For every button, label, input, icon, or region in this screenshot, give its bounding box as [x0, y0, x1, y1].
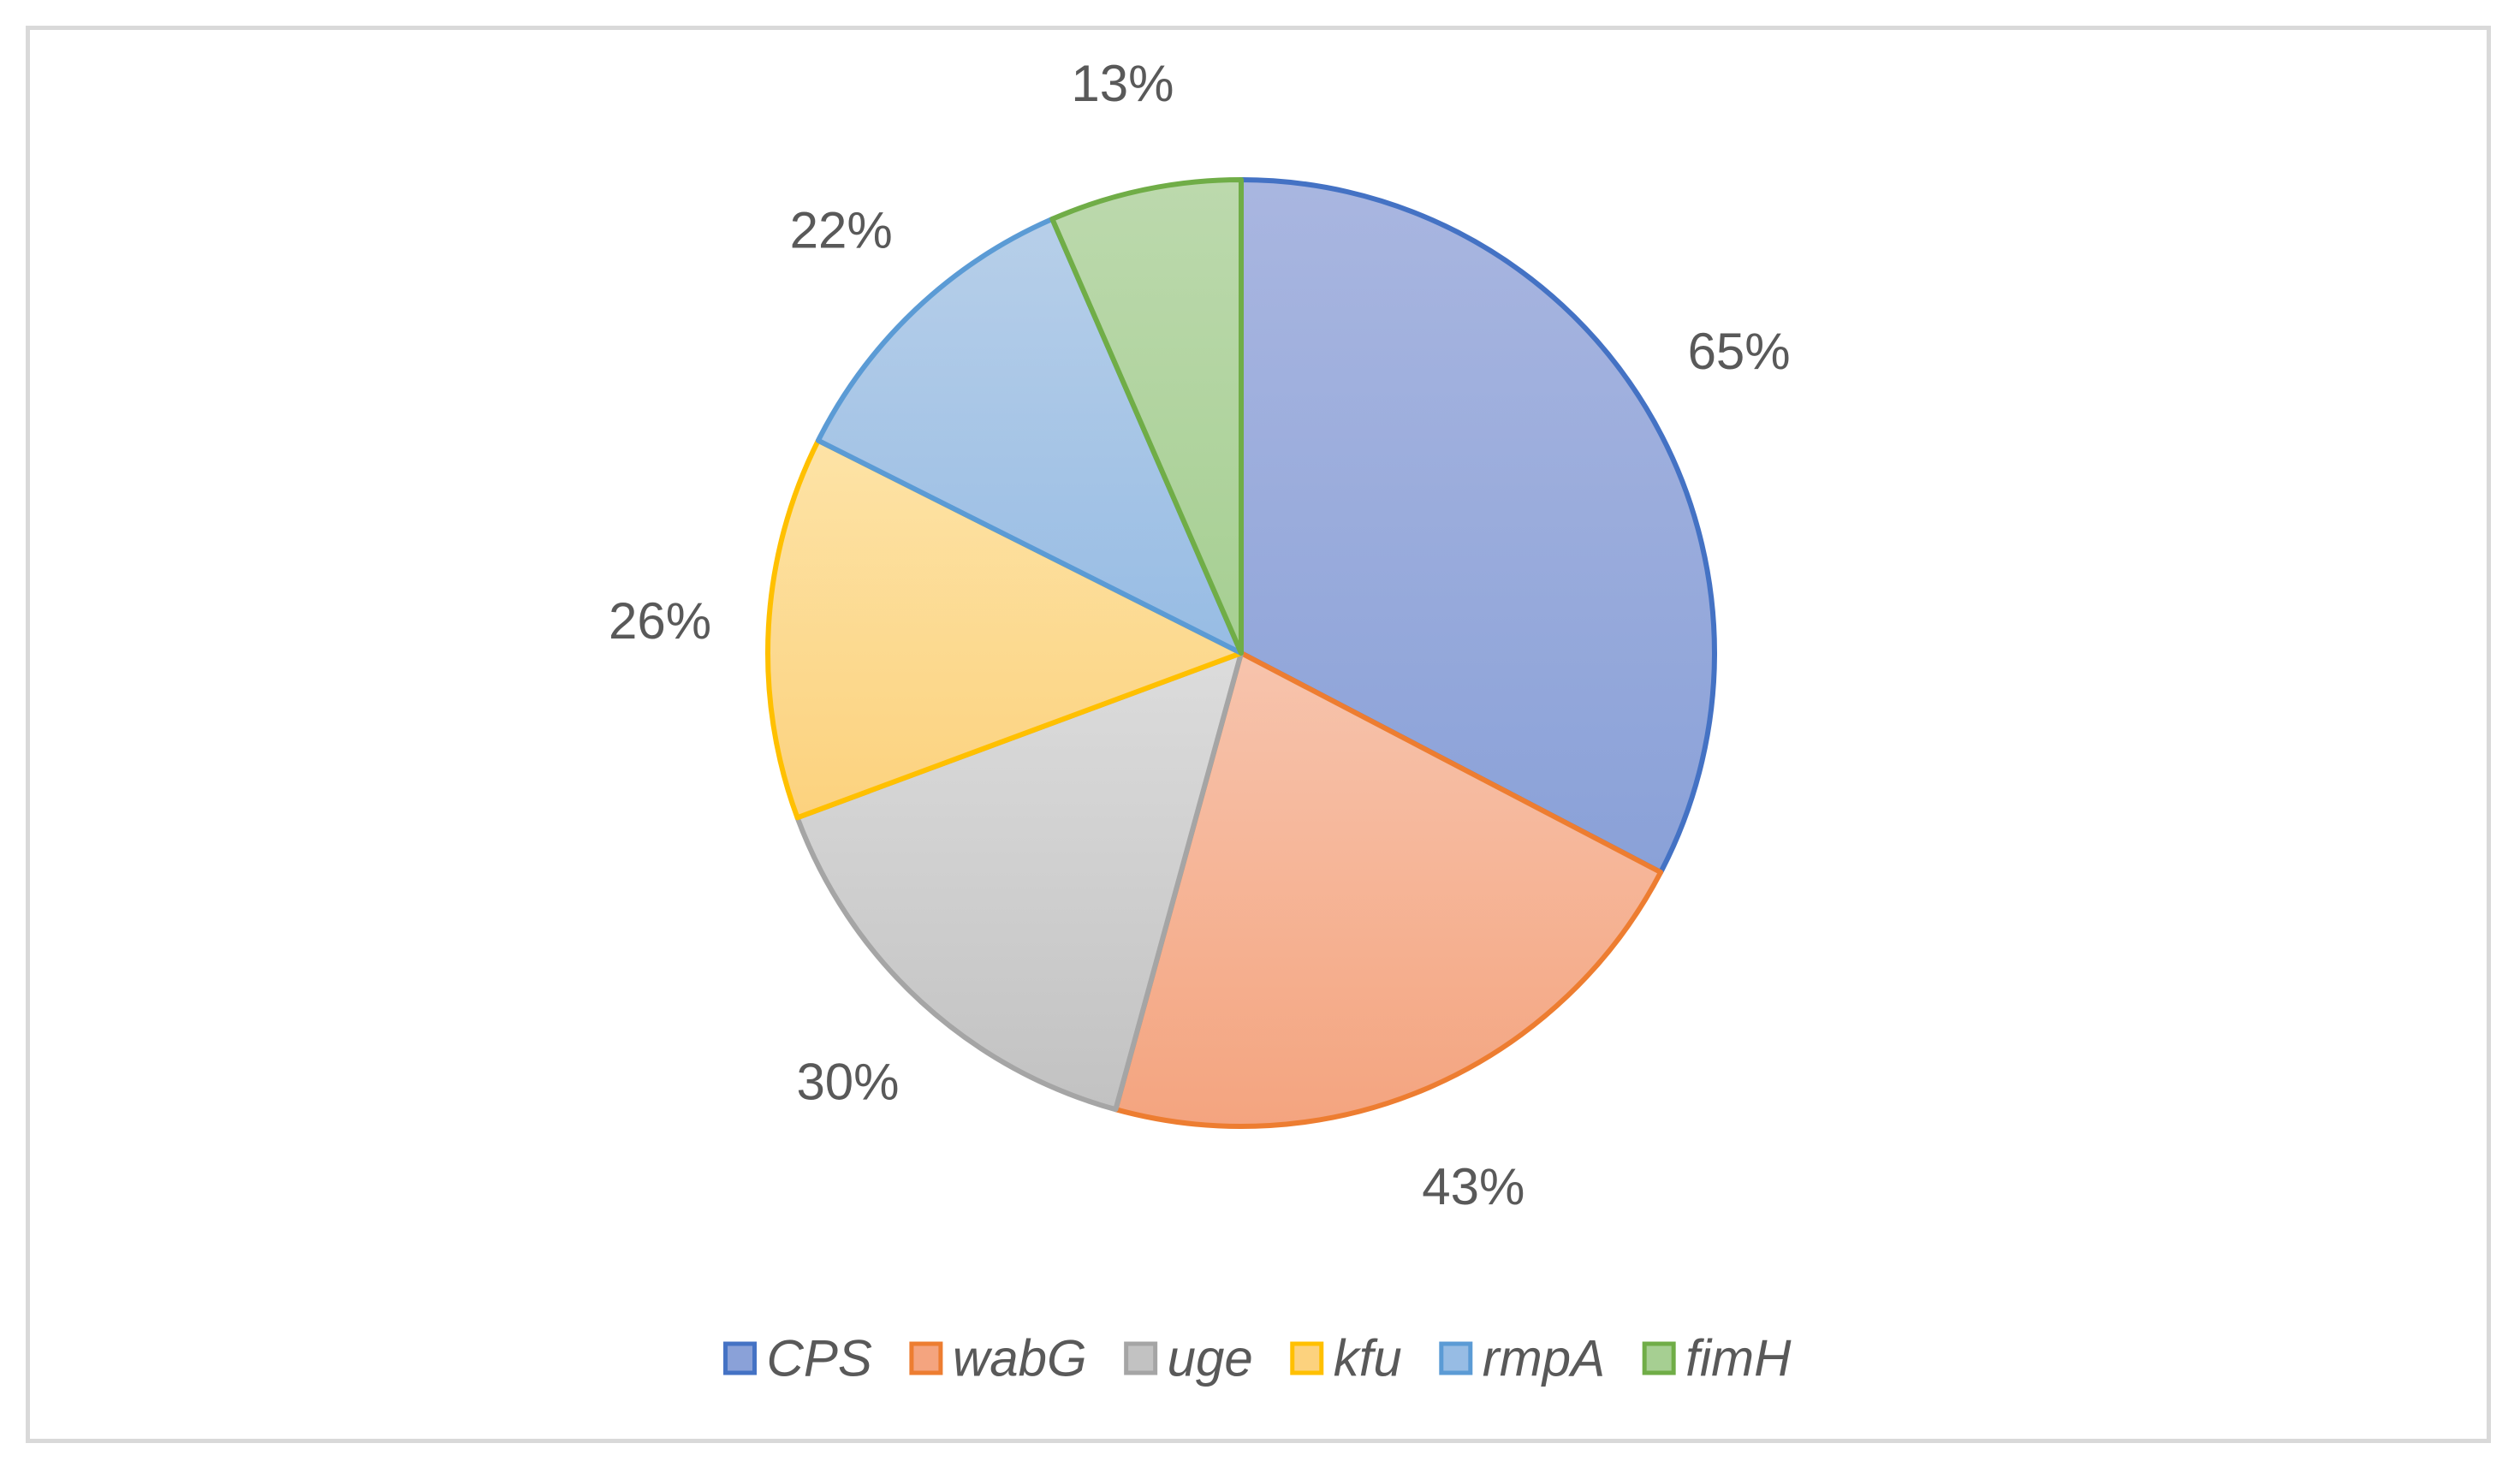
legend-item-uge: uge — [1124, 1330, 1253, 1387]
legend-item-cps: CPS — [723, 1330, 872, 1387]
pie-slice-kfu — [765, 437, 1244, 821]
data-labels: 65% 43% 30% 26% 22% 13% — [609, 55, 1791, 1215]
legend-swatch-rmpa — [1439, 1341, 1473, 1375]
pie-slice-fimh — [1049, 177, 1244, 656]
legend: CPS wabG uge kfu rmpA fimH — [723, 1330, 1792, 1387]
pie-slice-rmpa — [815, 216, 1244, 656]
legend-swatch-kfu — [1290, 1341, 1324, 1375]
legend-item-wabg: wabG — [909, 1330, 1087, 1387]
chart-frame: 65% 43% 30% 26% 22% 13% CPS wabG uge kfu rmpA fimH — [26, 26, 2491, 1443]
legend-label-kfu: kfu — [1334, 1330, 1402, 1387]
data-label-uge: 30% — [796, 1054, 899, 1111]
data-label-fimh: 13% — [1071, 55, 1174, 112]
legend-label-uge: uge — [1168, 1330, 1253, 1387]
legend-label-fimh: fimH — [1685, 1330, 1792, 1387]
legend-item-kfu: kfu — [1290, 1330, 1402, 1387]
legend-item-rmpa: rmpA — [1439, 1330, 1605, 1387]
legend-label-rmpa: rmpA — [1483, 1330, 1605, 1387]
pie-chart: 65% 43% 30% 26% 22% 13% CPS wabG uge kfu rmpA fimH — [609, 55, 1792, 1387]
pie-slice-wabg — [1113, 650, 1664, 1129]
pie-slices — [765, 177, 1717, 1129]
legend-label-cps: CPS — [767, 1330, 872, 1387]
legend-label-wabg: wabG — [953, 1330, 1087, 1387]
legend-swatch-fimh — [1642, 1341, 1676, 1375]
pie-slice-cps — [1239, 177, 1717, 876]
legend-swatch-cps — [723, 1341, 758, 1375]
legend-swatch-uge — [1124, 1341, 1158, 1375]
legend-item-fimh: fimH — [1642, 1330, 1792, 1387]
data-label-cps: 65% — [1688, 323, 1791, 380]
data-label-kfu: 26% — [609, 592, 711, 650]
pie-slice-uge — [794, 650, 1244, 1113]
legend-swatch-wabg — [909, 1341, 943, 1375]
data-label-rmpa: 22% — [790, 202, 893, 259]
data-label-wabg: 43% — [1422, 1158, 1524, 1215]
